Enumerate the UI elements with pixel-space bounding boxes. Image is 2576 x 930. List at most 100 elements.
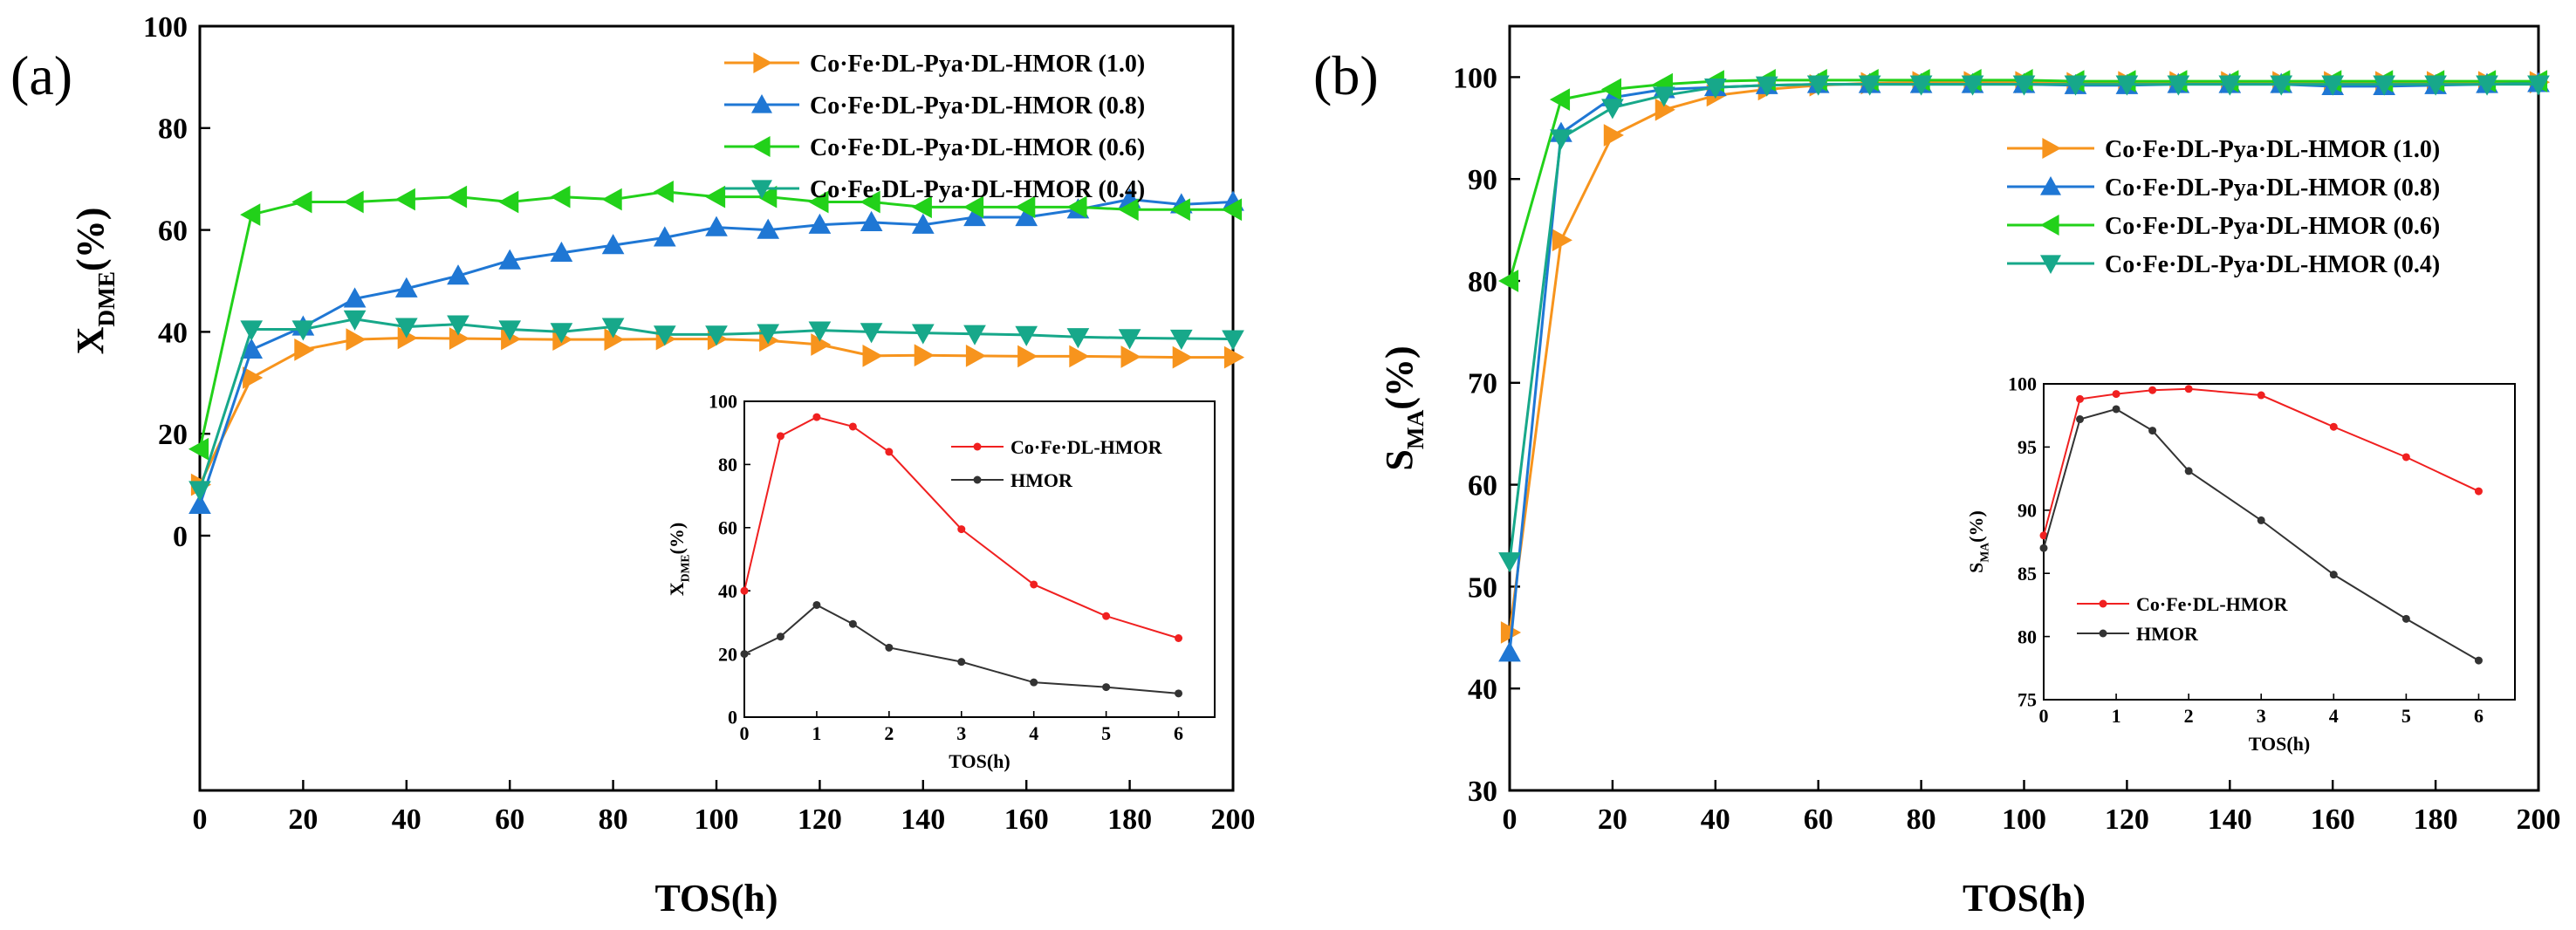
legend-label: Co·Fe·DL-Pya·DL-HMOR (0.4) [810, 176, 1145, 203]
data-point [1498, 641, 1521, 662]
inset-data-point [848, 619, 857, 628]
main-x-tick-label: 40 [392, 803, 421, 836]
main-x-tick-label: 200 [1211, 803, 1256, 836]
data-point [757, 324, 780, 345]
data-point [188, 493, 211, 515]
main-y-tick-label: 30 [1468, 776, 1497, 808]
inset-background [2044, 384, 2515, 700]
main-x-tick-label: 80 [1907, 803, 1936, 836]
inset-legend-label: Co·Fe·DL-HMOR [2136, 593, 2289, 615]
main-x-tick-label: 100 [2002, 803, 2046, 836]
main-x-tick-label: 180 [2414, 803, 2458, 836]
inset-series-1 [740, 600, 1183, 698]
data-point [2527, 75, 2550, 96]
main-x-tick-label: 160 [2311, 803, 2355, 836]
legend-label: Co·Fe·DL-Pya·DL-HMOR (0.6) [2105, 213, 2440, 240]
inset-legend: Co·Fe·DL-HMOR HMOR [2077, 593, 2289, 645]
inset-x-tick-label: 1 [812, 722, 821, 744]
data-point [240, 203, 261, 226]
inset-legend-marker [973, 475, 982, 484]
inset-series-1 [2039, 405, 2483, 665]
inset-data-point [2184, 385, 2193, 393]
data-point [914, 344, 935, 367]
data-point [1497, 270, 1519, 292]
inset-y-tick-label: 40 [718, 580, 737, 602]
data-point [1118, 198, 1139, 222]
inset-data-point [1102, 683, 1111, 692]
data-point [2064, 75, 2087, 96]
data-point [1017, 345, 1038, 368]
data-point [601, 188, 622, 211]
data-point [2218, 75, 2242, 96]
inset-data-point [2257, 516, 2265, 524]
data-point [860, 323, 883, 344]
inset-data-point [2329, 422, 2338, 431]
main-x-tick-label: 60 [495, 803, 524, 836]
inset-x-tick-label: 6 [1174, 722, 1183, 744]
inset-x-tick-label: 5 [1101, 722, 1111, 744]
series-3 [1498, 75, 2550, 573]
data-point [1909, 75, 1933, 96]
data-point [963, 325, 986, 345]
inset-data-point [740, 586, 749, 595]
inset-data-point [2148, 386, 2157, 394]
legend-label: Co·Fe·DL-Pya·DL-HMOR (0.8) [2105, 174, 2440, 202]
inset-y-tick-label: 20 [718, 643, 737, 665]
data-point [860, 190, 880, 214]
inset-series-0 [2039, 385, 2483, 540]
data-point [291, 190, 312, 214]
inset-series-0 [740, 413, 1183, 642]
data-point [498, 320, 522, 341]
inset-y-tick-label: 60 [718, 517, 737, 539]
data-point [1549, 88, 1571, 111]
data-point [1703, 78, 1727, 99]
data-point [294, 338, 315, 361]
inset-data-point [957, 525, 966, 534]
data-point [1498, 552, 1521, 573]
inset-data-point [885, 448, 894, 456]
series-3 [188, 310, 1244, 502]
inset-data-point [812, 413, 821, 421]
inset-chart: 0 1 2 3 4 5 6020406080100TOS(h)XDME(%)Co·Fe·DL… [666, 391, 1216, 772]
data-point [1120, 345, 1141, 368]
main-y-tick-label: 80 [1468, 266, 1497, 298]
data-point [1066, 195, 1087, 219]
series-2 [188, 180, 1243, 461]
data-point [1169, 329, 1193, 351]
inset-y-tick-label: 75 [2018, 689, 2037, 711]
inset-y-tick-label: 95 [2018, 436, 2037, 458]
inset-y-tick-label: 80 [2018, 626, 2037, 647]
data-point [447, 315, 469, 336]
data-point [446, 185, 468, 209]
inset-chart: 0 1 2 3 4 5 6 75 80 85 90 95 100 TOS(h) SMA(%) Co·Fe·DL… [1965, 373, 2516, 755]
data-point [808, 190, 829, 214]
legend-marker [2040, 255, 2061, 274]
main-x-tick-label: 40 [1701, 803, 1730, 836]
inset-x-tick-label: 2 [884, 722, 894, 744]
data-point [1015, 195, 1036, 219]
legend: Co·Fe·DL-Pya·DL-HMOR (1.0) Co·Fe·DL-Pya·D… [724, 51, 1145, 203]
inset-data-point [848, 422, 857, 431]
data-point [1222, 330, 1244, 351]
data-point [2321, 75, 2345, 96]
legend-label: Co·Fe·DL-Pya·DL-HMOR (0.6) [810, 134, 1145, 161]
data-point [601, 318, 625, 338]
inset-x-tick-label: 3 [956, 722, 966, 744]
data-point [550, 241, 573, 262]
data-point [653, 325, 676, 346]
main-y-tick-label: 0 [173, 521, 188, 553]
main-y-tick-label: 100 [1453, 62, 1497, 94]
inset-y-tick-label: 0 [728, 707, 737, 728]
main-y-tick-label: 80 [158, 113, 188, 146]
data-point [1172, 345, 1193, 369]
y-axis-title: XDME(%) [69, 208, 120, 355]
x-axis-title: TOS(h) [654, 877, 778, 920]
inset-y-axis-title: SMA(%) [1965, 510, 1991, 573]
inset-background [744, 401, 1215, 717]
data-point [653, 226, 676, 247]
data-point [2424, 75, 2447, 96]
data-point [550, 185, 571, 209]
y-axis-title: SMA(%) [1378, 345, 1428, 470]
panel-label: (a) [10, 44, 72, 106]
